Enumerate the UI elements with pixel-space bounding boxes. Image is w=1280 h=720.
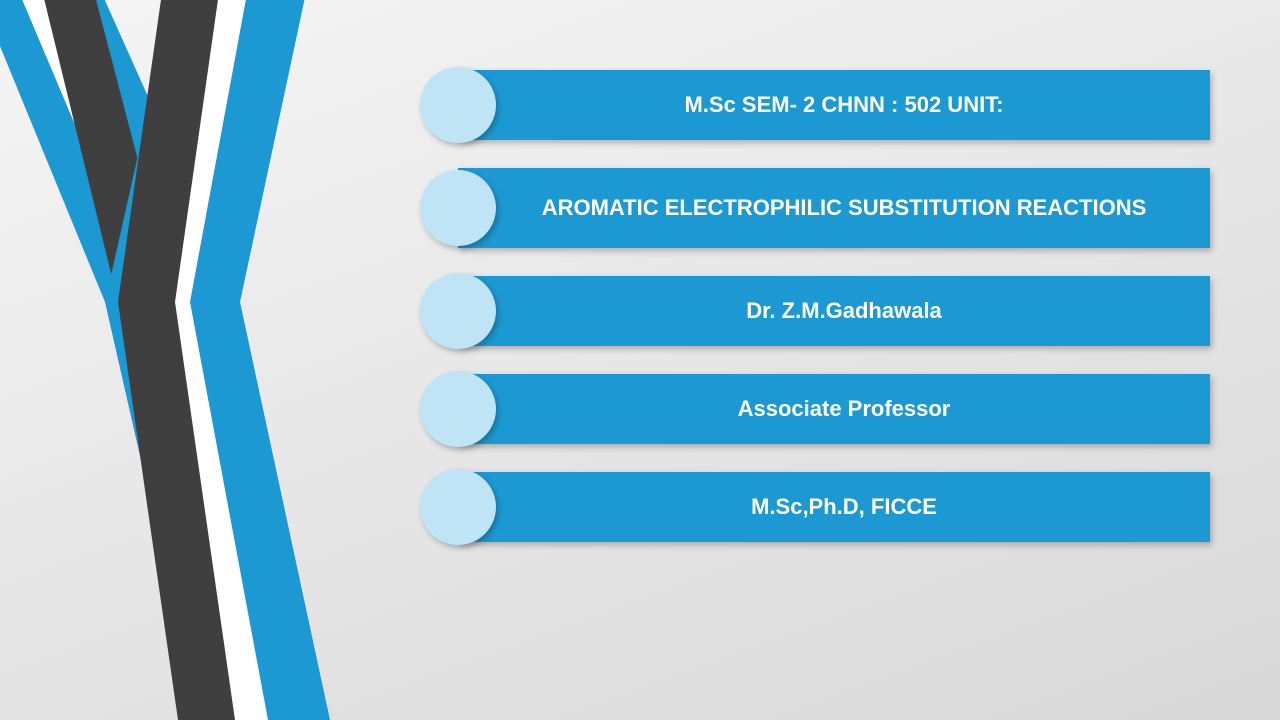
item-1: AROMATIC ELECTROPHILIC SUBSTITUTION REAC…: [420, 168, 1210, 248]
item-label: Associate Professor: [738, 396, 951, 422]
item-circle: [420, 67, 496, 143]
item-bar: M.Sc SEM- 2 CHNN : 502 UNIT:: [458, 70, 1210, 140]
item-label: M.Sc SEM- 2 CHNN : 502 UNIT:: [684, 92, 1003, 118]
item-label: Dr. Z.M.Gadhawala: [746, 298, 942, 324]
chevron-outer-top: [105, 0, 330, 302]
item-circle: [420, 170, 496, 246]
item-3: Associate Professor: [420, 374, 1210, 444]
chevron-band: [0, 0, 268, 720]
item-label: M.Sc,Ph.D, FICCE: [751, 494, 937, 520]
chevron-decoration: [0, 0, 420, 720]
item-circle: [420, 273, 496, 349]
item-bar: M.Sc,Ph.D, FICCE: [458, 472, 1210, 542]
chevron-inner-top: [118, 0, 235, 302]
items-list: M.Sc SEM- 2 CHNN : 502 UNIT: AROMATIC EL…: [420, 70, 1210, 542]
chevron-band-top: [150, 0, 268, 302]
item-label: AROMATIC ELECTROPHILIC SUBSTITUTION REAC…: [542, 195, 1147, 221]
item-2: Dr. Z.M.Gadhawala: [420, 276, 1210, 346]
item-bar: AROMATIC ELECTROPHILIC SUBSTITUTION REAC…: [458, 168, 1210, 248]
chevron-inner: [20, 0, 235, 720]
item-circle: [420, 371, 496, 447]
item-4: M.Sc,Ph.D, FICCE: [420, 472, 1210, 542]
chevron-outer: [0, 0, 330, 720]
item-bar: Dr. Z.M.Gadhawala: [458, 276, 1210, 346]
item-bar: Associate Professor: [458, 374, 1210, 444]
item-circle: [420, 469, 496, 545]
item-0: M.Sc SEM- 2 CHNN : 502 UNIT:: [420, 70, 1210, 140]
